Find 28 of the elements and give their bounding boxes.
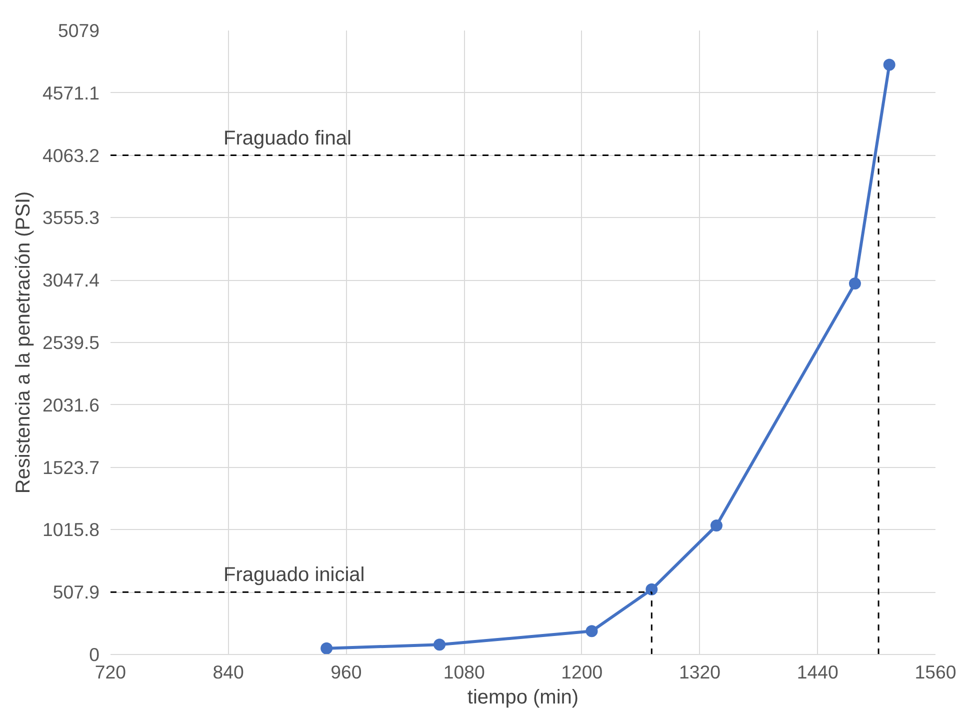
- y-tick-label: 1523.7: [42, 456, 100, 478]
- y-axis-title: Resistencia a la penetración (PSI): [12, 191, 34, 494]
- x-tick-label: 1320: [679, 662, 721, 682]
- y-tick-label: 2539.5: [42, 332, 100, 353]
- point: [710, 520, 722, 532]
- y-tick-label: 3047.4: [42, 270, 100, 291]
- x-tick-label: 1560: [914, 662, 956, 682]
- x-tick-label: 960: [330, 662, 362, 682]
- ref-line-label: Fraguado final: [224, 127, 352, 150]
- x-axis-title: tiempo (min): [467, 686, 579, 708]
- point: [586, 625, 598, 638]
- point: [646, 583, 658, 596]
- point: [883, 58, 896, 71]
- y-tick-label: 1015.8: [42, 519, 100, 540]
- point: [434, 638, 446, 651]
- point: [848, 277, 861, 290]
- x-tick-label: 1200: [561, 662, 603, 682]
- y-tick-label: 5079: [58, 20, 100, 41]
- ref-line-label: Fraguado inicial: [224, 564, 365, 586]
- x-tick-label: 1440: [796, 662, 838, 682]
- y-tick-label: 2031.6: [42, 394, 100, 416]
- point: [320, 642, 333, 654]
- x-tick-label: 1080: [443, 662, 485, 682]
- y-tick-label: 4063.2: [42, 144, 100, 166]
- y-tick-label: 507.9: [52, 582, 100, 603]
- y-tick-label: 3555.3: [42, 207, 100, 228]
- x-tick-label: 840: [212, 662, 244, 682]
- y-tick-label: 4571.1: [42, 82, 100, 104]
